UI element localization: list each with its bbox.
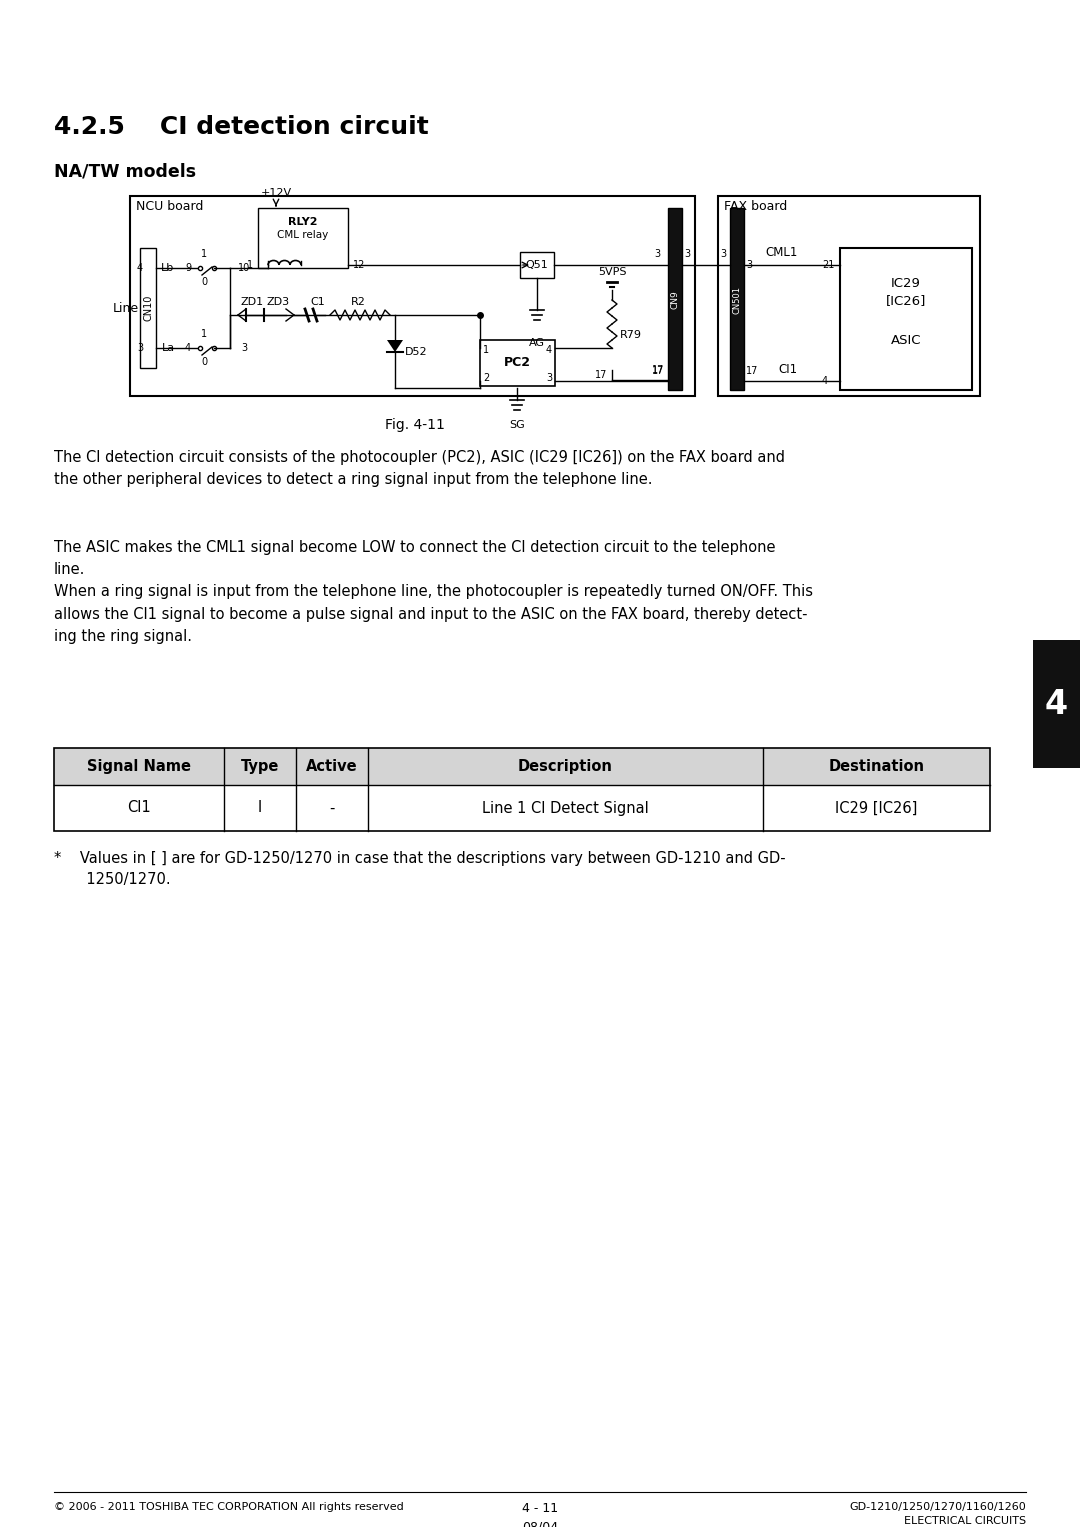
Bar <box>840 247 972 389</box>
Text: Destination: Destination <box>828 759 924 774</box>
Text: 4 - 11
08/04: 4 - 11 08/04 <box>522 1503 558 1527</box>
Text: R2: R2 <box>351 296 365 307</box>
Text: The CI detection circuit consists of the photocoupler (PC2), ASIC (IC29 [IC26]) : The CI detection circuit consists of the… <box>54 450 785 487</box>
Text: I: I <box>258 800 262 815</box>
Text: 1: 1 <box>201 328 207 339</box>
Text: NCU board: NCU board <box>136 200 203 212</box>
Text: 12: 12 <box>353 260 365 270</box>
Text: ASIC: ASIC <box>891 333 921 347</box>
Text: 3: 3 <box>720 249 726 260</box>
Text: 17: 17 <box>595 370 607 380</box>
Text: CN9: CN9 <box>671 290 679 310</box>
Text: 17: 17 <box>746 366 758 376</box>
Text: 3: 3 <box>137 344 143 353</box>
Bar <box>258 208 348 269</box>
Text: Line 1 CI Detect Signal: Line 1 CI Detect Signal <box>482 800 649 815</box>
Text: CN501: CN501 <box>732 286 742 315</box>
Text: 1: 1 <box>201 249 207 260</box>
Text: 21: 21 <box>822 260 835 270</box>
Text: 1: 1 <box>483 345 489 354</box>
Text: *    Values in [ ] are for GD-1250/1270 in case that the descriptions vary betwe: * Values in [ ] are for GD-1250/1270 in … <box>54 851 785 887</box>
Text: Signal Name: Signal Name <box>87 759 191 774</box>
Text: 4: 4 <box>822 376 828 386</box>
Text: CN10: CN10 <box>143 295 153 321</box>
Text: 0: 0 <box>201 276 207 287</box>
Text: Active: Active <box>307 759 357 774</box>
Text: C1: C1 <box>311 296 325 307</box>
Text: PC2: PC2 <box>504 356 531 370</box>
Text: The ASIC makes the CML1 signal become LOW to connect the CI detection circuit to: The ASIC makes the CML1 signal become LO… <box>54 541 813 644</box>
Text: CI1: CI1 <box>127 800 151 815</box>
Text: © 2006 - 2011 TOSHIBA TEC CORPORATION All rights reserved: © 2006 - 2011 TOSHIBA TEC CORPORATION Al… <box>54 1503 404 1512</box>
Text: La: La <box>161 344 175 353</box>
Text: 4: 4 <box>1045 687 1068 721</box>
Text: 2: 2 <box>483 373 489 383</box>
Text: 4: 4 <box>185 344 191 353</box>
Text: Type: Type <box>241 759 280 774</box>
Bar <box>54 748 990 785</box>
Text: RLY2: RLY2 <box>288 217 318 228</box>
Text: NA/TW models: NA/TW models <box>54 162 197 180</box>
Text: FAX board: FAX board <box>724 200 787 212</box>
Text: CI1: CI1 <box>779 363 797 376</box>
Text: SG: SG <box>509 420 525 431</box>
Text: 17: 17 <box>651 366 664 376</box>
Text: 9: 9 <box>185 263 191 273</box>
Text: AG: AG <box>529 337 545 348</box>
Text: 1: 1 <box>247 260 253 270</box>
Text: Description: Description <box>518 759 613 774</box>
Text: IC29 [IC26]: IC29 [IC26] <box>835 800 918 815</box>
Bar <box>669 208 681 389</box>
Bar <box>130 195 696 395</box>
Polygon shape <box>387 341 403 353</box>
Text: 4.2.5    CI detection circuit: 4.2.5 CI detection circuit <box>54 115 429 139</box>
Text: Fig. 4-11: Fig. 4-11 <box>386 418 445 432</box>
Text: 4: 4 <box>545 345 552 354</box>
Text: GD-1210/1250/1270/1160/1260
ELECTRICAL CIRCUITS: GD-1210/1250/1270/1160/1260 ELECTRICAL C… <box>849 1503 1026 1525</box>
Text: CML1: CML1 <box>766 246 798 260</box>
Text: 3: 3 <box>684 249 690 260</box>
Bar <box>140 247 156 368</box>
Bar <box>519 252 554 278</box>
Text: CML relay: CML relay <box>278 231 328 240</box>
Bar <box>1032 640 1080 768</box>
Text: IC29
[IC26]: IC29 [IC26] <box>886 276 927 307</box>
Text: Line: Line <box>113 301 139 315</box>
Bar <box>718 195 980 395</box>
Text: ZD1: ZD1 <box>241 296 264 307</box>
Text: 3: 3 <box>241 344 247 353</box>
Text: 0: 0 <box>201 357 207 366</box>
Text: 5VPS: 5VPS <box>597 267 626 276</box>
Text: 3: 3 <box>545 373 552 383</box>
Text: Q51: Q51 <box>526 260 549 270</box>
Text: D52: D52 <box>405 347 428 357</box>
Text: 17: 17 <box>651 365 664 376</box>
Text: 3: 3 <box>653 249 660 260</box>
Bar <box>54 748 990 831</box>
Text: R79: R79 <box>620 330 642 341</box>
Text: -: - <box>329 800 335 815</box>
Bar <box>480 341 555 386</box>
Bar <box>730 208 744 389</box>
Text: +12V: +12V <box>260 188 292 199</box>
Text: Lb: Lb <box>161 263 175 273</box>
Text: 4: 4 <box>137 263 143 273</box>
Text: ZD3: ZD3 <box>267 296 289 307</box>
Text: 3: 3 <box>746 260 752 270</box>
Text: 10: 10 <box>238 263 251 273</box>
